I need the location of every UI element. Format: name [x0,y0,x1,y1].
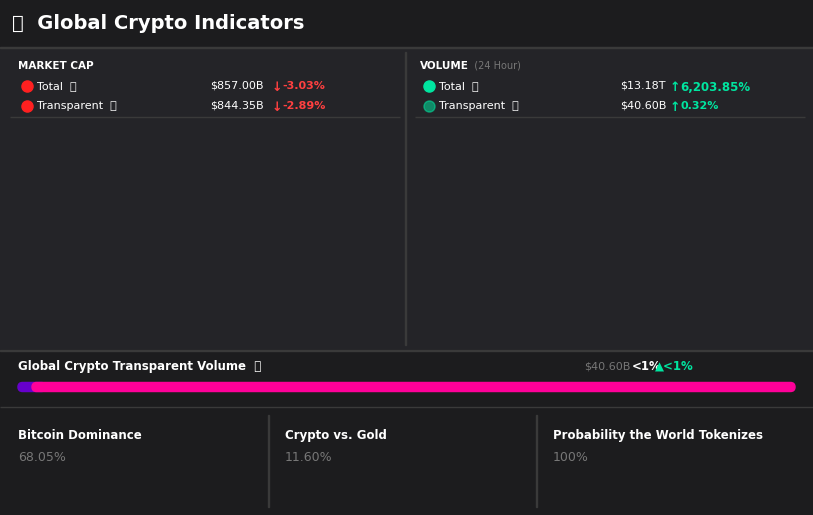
Text: ▲<1%: ▲<1% [655,360,693,373]
Bar [405,52,406,345]
Text: MARKET CAP: MARKET CAP [18,61,93,71]
Text: 6,203.85%: 6,203.85% [680,81,750,94]
Text: <1%: <1% [632,360,662,373]
Text: 🌎  Global Crypto Indicators: 🌎 Global Crypto Indicators [12,14,304,33]
Text: 68.05%: 68.05% [18,451,66,464]
Text: ↓: ↓ [272,81,282,94]
Bar [0,0,813,47]
Text: Probability the World Tokenizes: Probability the World Tokenizes [553,429,763,442]
Text: Total  ⓘ: Total ⓘ [37,81,76,91]
Text: ↓: ↓ [272,101,282,114]
Text: $857.00B: $857.00B [210,81,263,91]
Text: VOLUME: VOLUME [420,61,469,71]
Text: Transparent  ⓘ: Transparent ⓘ [439,101,519,111]
Bar [0,47,813,350]
Text: Bitcoin Dominance: Bitcoin Dominance [18,429,141,442]
FancyBboxPatch shape [18,383,46,391]
Text: 0.32%: 0.32% [680,101,719,111]
Text: Transparent  ⓘ: Transparent ⓘ [37,101,117,111]
Text: 11.60%: 11.60% [285,451,333,464]
FancyBboxPatch shape [18,383,795,391]
Text: $40.60B: $40.60B [620,101,667,111]
Text: -2.89%: -2.89% [282,101,325,111]
Text: $844.35B: $844.35B [210,101,263,111]
Text: ↑: ↑ [670,101,680,114]
Text: $40.60B: $40.60B [584,362,630,371]
Text: $13.18T: $13.18T [620,81,666,91]
Text: (24 Hour): (24 Hour) [468,61,521,71]
FancyBboxPatch shape [32,383,795,391]
Bar [0,407,813,515]
Text: Crypto vs. Gold: Crypto vs. Gold [285,429,387,442]
Text: ↑: ↑ [670,81,680,94]
Bar [0,47,813,48]
Text: 100%: 100% [553,451,589,464]
Text: Total  ⓘ: Total ⓘ [439,81,479,91]
Bar [0,350,813,407]
Text: Global Crypto Transparent Volume  ⓘ: Global Crypto Transparent Volume ⓘ [18,360,261,373]
Text: -3.03%: -3.03% [282,81,325,91]
